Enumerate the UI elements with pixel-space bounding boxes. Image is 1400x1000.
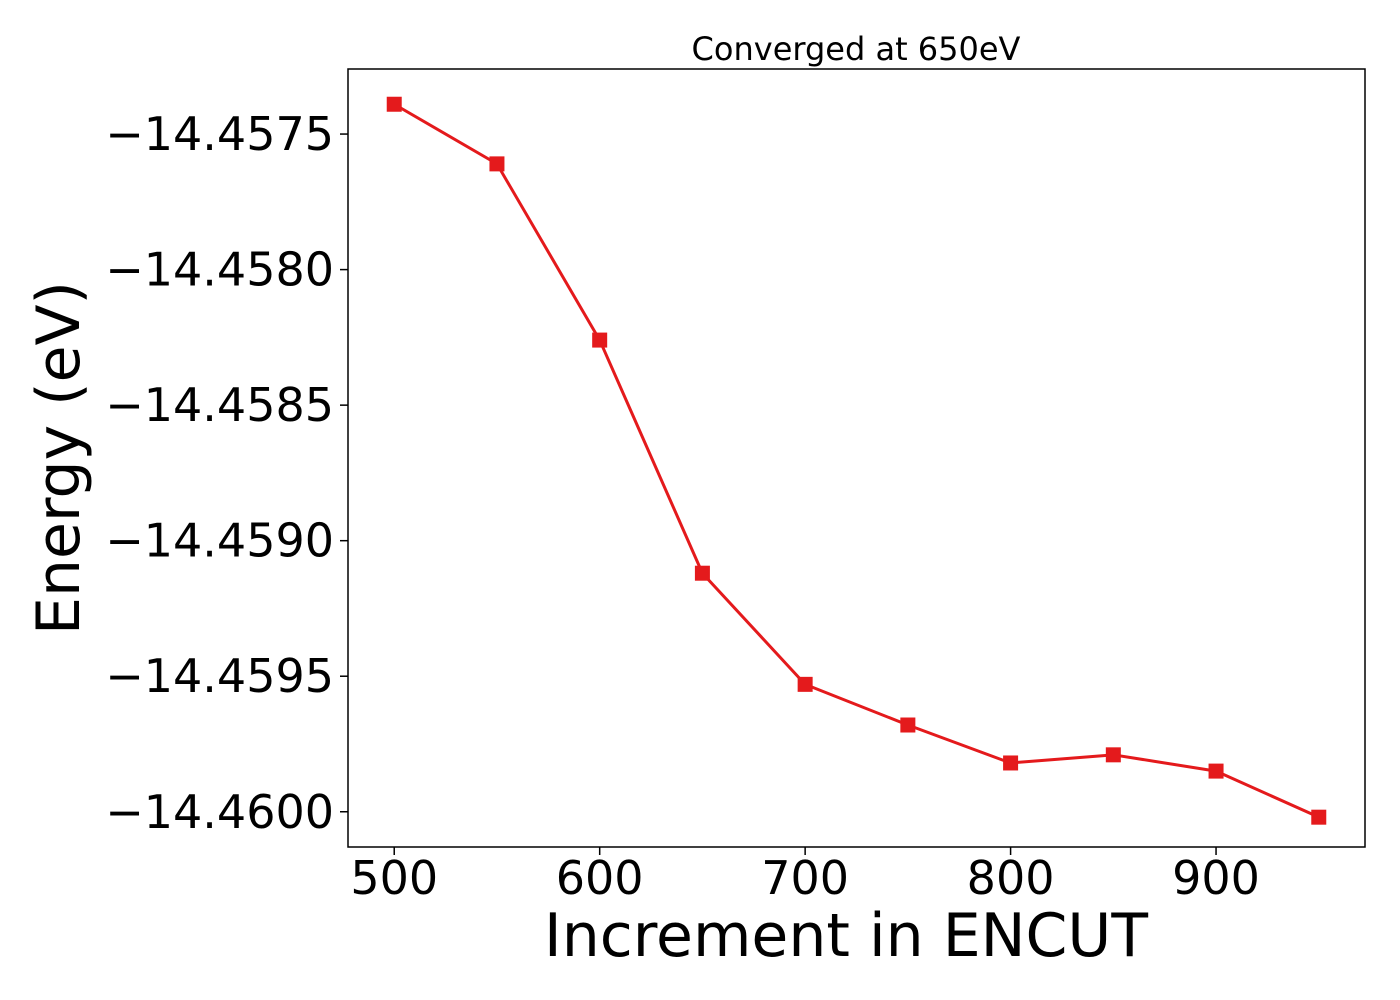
y-tick-label: −14.4600 [105,785,334,839]
y-tick-label: −14.4585 [105,378,334,432]
plot-area [386,96,1327,825]
plot-frame [347,68,1366,848]
data-point [1105,747,1121,763]
y-tick-label: −14.4590 [105,514,334,568]
y-axis-label: Energy (eV) [24,281,94,635]
y-tick-label: −14.4595 [105,649,334,703]
data-point [900,717,916,733]
x-axis-label: Increment in ENCUT [544,901,1148,971]
data-point [592,332,608,348]
x-tick-label: 900 [1172,851,1260,905]
data-point [1311,809,1327,825]
data-point [694,565,710,581]
y-tick-label: −14.4575 [105,107,334,161]
series-line [393,102,1320,819]
x-tick-label: 500 [350,851,438,905]
data-point [1003,755,1019,771]
data-point [489,156,505,172]
y-tick-label: −14.4580 [105,243,334,297]
data-point [1208,763,1224,779]
x-axis: 500 600 700 800 900 [350,847,1260,905]
data-point [386,96,402,112]
chart-title: Converged at 650eV [692,30,1021,68]
x-tick-label: 600 [556,851,644,905]
data-point [797,676,813,692]
y-axis: −14.4575 −14.4580 −14.4585 −14.4590 −14.4595… [105,107,348,839]
x-tick-label: 800 [967,851,1055,905]
x-tick-label: 700 [761,851,849,905]
